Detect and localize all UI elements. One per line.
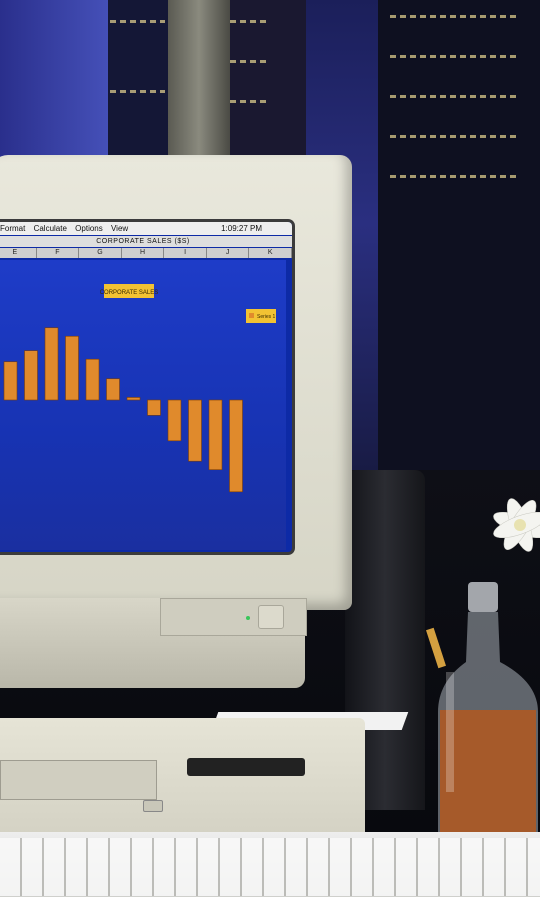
- building-lights: [390, 135, 520, 138]
- power-button[interactable]: [258, 605, 284, 629]
- building-lights: [390, 55, 520, 58]
- menu-bar: Format Calculate Options View 1:09:27 PM: [0, 222, 292, 235]
- column-header[interactable]: J: [207, 248, 250, 258]
- menu-view[interactable]: View: [110, 224, 129, 233]
- floppy-drive-slot[interactable]: [187, 758, 305, 776]
- column-header[interactable]: F: [37, 248, 80, 258]
- legend-swatch: [249, 313, 254, 318]
- white-flower: [493, 498, 540, 552]
- chart-bar: [229, 399, 243, 493]
- chart-bar: [24, 350, 38, 401]
- sales-chart-svg: CORPORATE SALES Series 1: [3, 284, 276, 493]
- column-header[interactable]: I: [164, 248, 207, 258]
- menu-calculate[interactable]: Calculate: [33, 224, 67, 233]
- menu-clock: 1:09:27 PM: [221, 224, 262, 233]
- column-headers: E F G H I J K: [0, 248, 292, 258]
- chart-bar: [126, 397, 141, 401]
- column-header[interactable]: K: [249, 248, 292, 258]
- monitor-control-panel: [160, 598, 307, 636]
- spreadsheet-title: CORPORATE SALES ($S): [0, 236, 292, 247]
- skyscraper-right: [378, 0, 540, 500]
- chart-bar: [167, 399, 182, 442]
- sales-chart: CORPORATE SALES Series 1: [0, 260, 286, 550]
- chart-bar: [85, 358, 100, 401]
- column-header[interactable]: E: [0, 248, 37, 258]
- building-lights: [230, 20, 270, 23]
- chart-bar: [3, 361, 18, 401]
- chart-bar: [188, 399, 202, 462]
- monitor-screen: Format Calculate Options View 1:09:27 PM…: [0, 222, 292, 552]
- building-lights: [230, 60, 270, 63]
- chart-bar: [65, 335, 79, 401]
- chart-bar: [208, 399, 223, 470]
- eject-button[interactable]: [143, 800, 163, 812]
- glass-bottle: [438, 582, 538, 837]
- legend-label: Series 1: [257, 314, 276, 320]
- window-frame: [168, 0, 230, 165]
- building-lights: [110, 90, 165, 93]
- bar-group: [3, 327, 243, 493]
- legend-box: [246, 309, 276, 323]
- keyboard-keys[interactable]: [0, 838, 540, 896]
- column-header[interactable]: H: [122, 248, 165, 258]
- chart-title-box: [104, 284, 154, 298]
- building-lights: [390, 15, 520, 18]
- skyscraper-center: [228, 0, 306, 170]
- menu-options[interactable]: Options: [75, 224, 103, 233]
- building-lights: [390, 95, 520, 98]
- skyscraper-middle: [108, 0, 170, 165]
- skyscraper-left: [0, 0, 108, 160]
- chart-bar: [106, 378, 120, 401]
- building-lights: [230, 100, 270, 103]
- column-header[interactable]: G: [79, 248, 122, 258]
- power-led-icon: [246, 616, 250, 620]
- menu-format[interactable]: Format: [0, 224, 26, 233]
- chart-title: CORPORATE SALES: [100, 290, 159, 296]
- keyboard[interactable]: [0, 832, 540, 897]
- chart-bar: [44, 327, 59, 401]
- drive-bay: [0, 760, 157, 800]
- building-lights: [110, 20, 165, 23]
- building-lights: [390, 175, 520, 178]
- chart-bar: [147, 399, 161, 416]
